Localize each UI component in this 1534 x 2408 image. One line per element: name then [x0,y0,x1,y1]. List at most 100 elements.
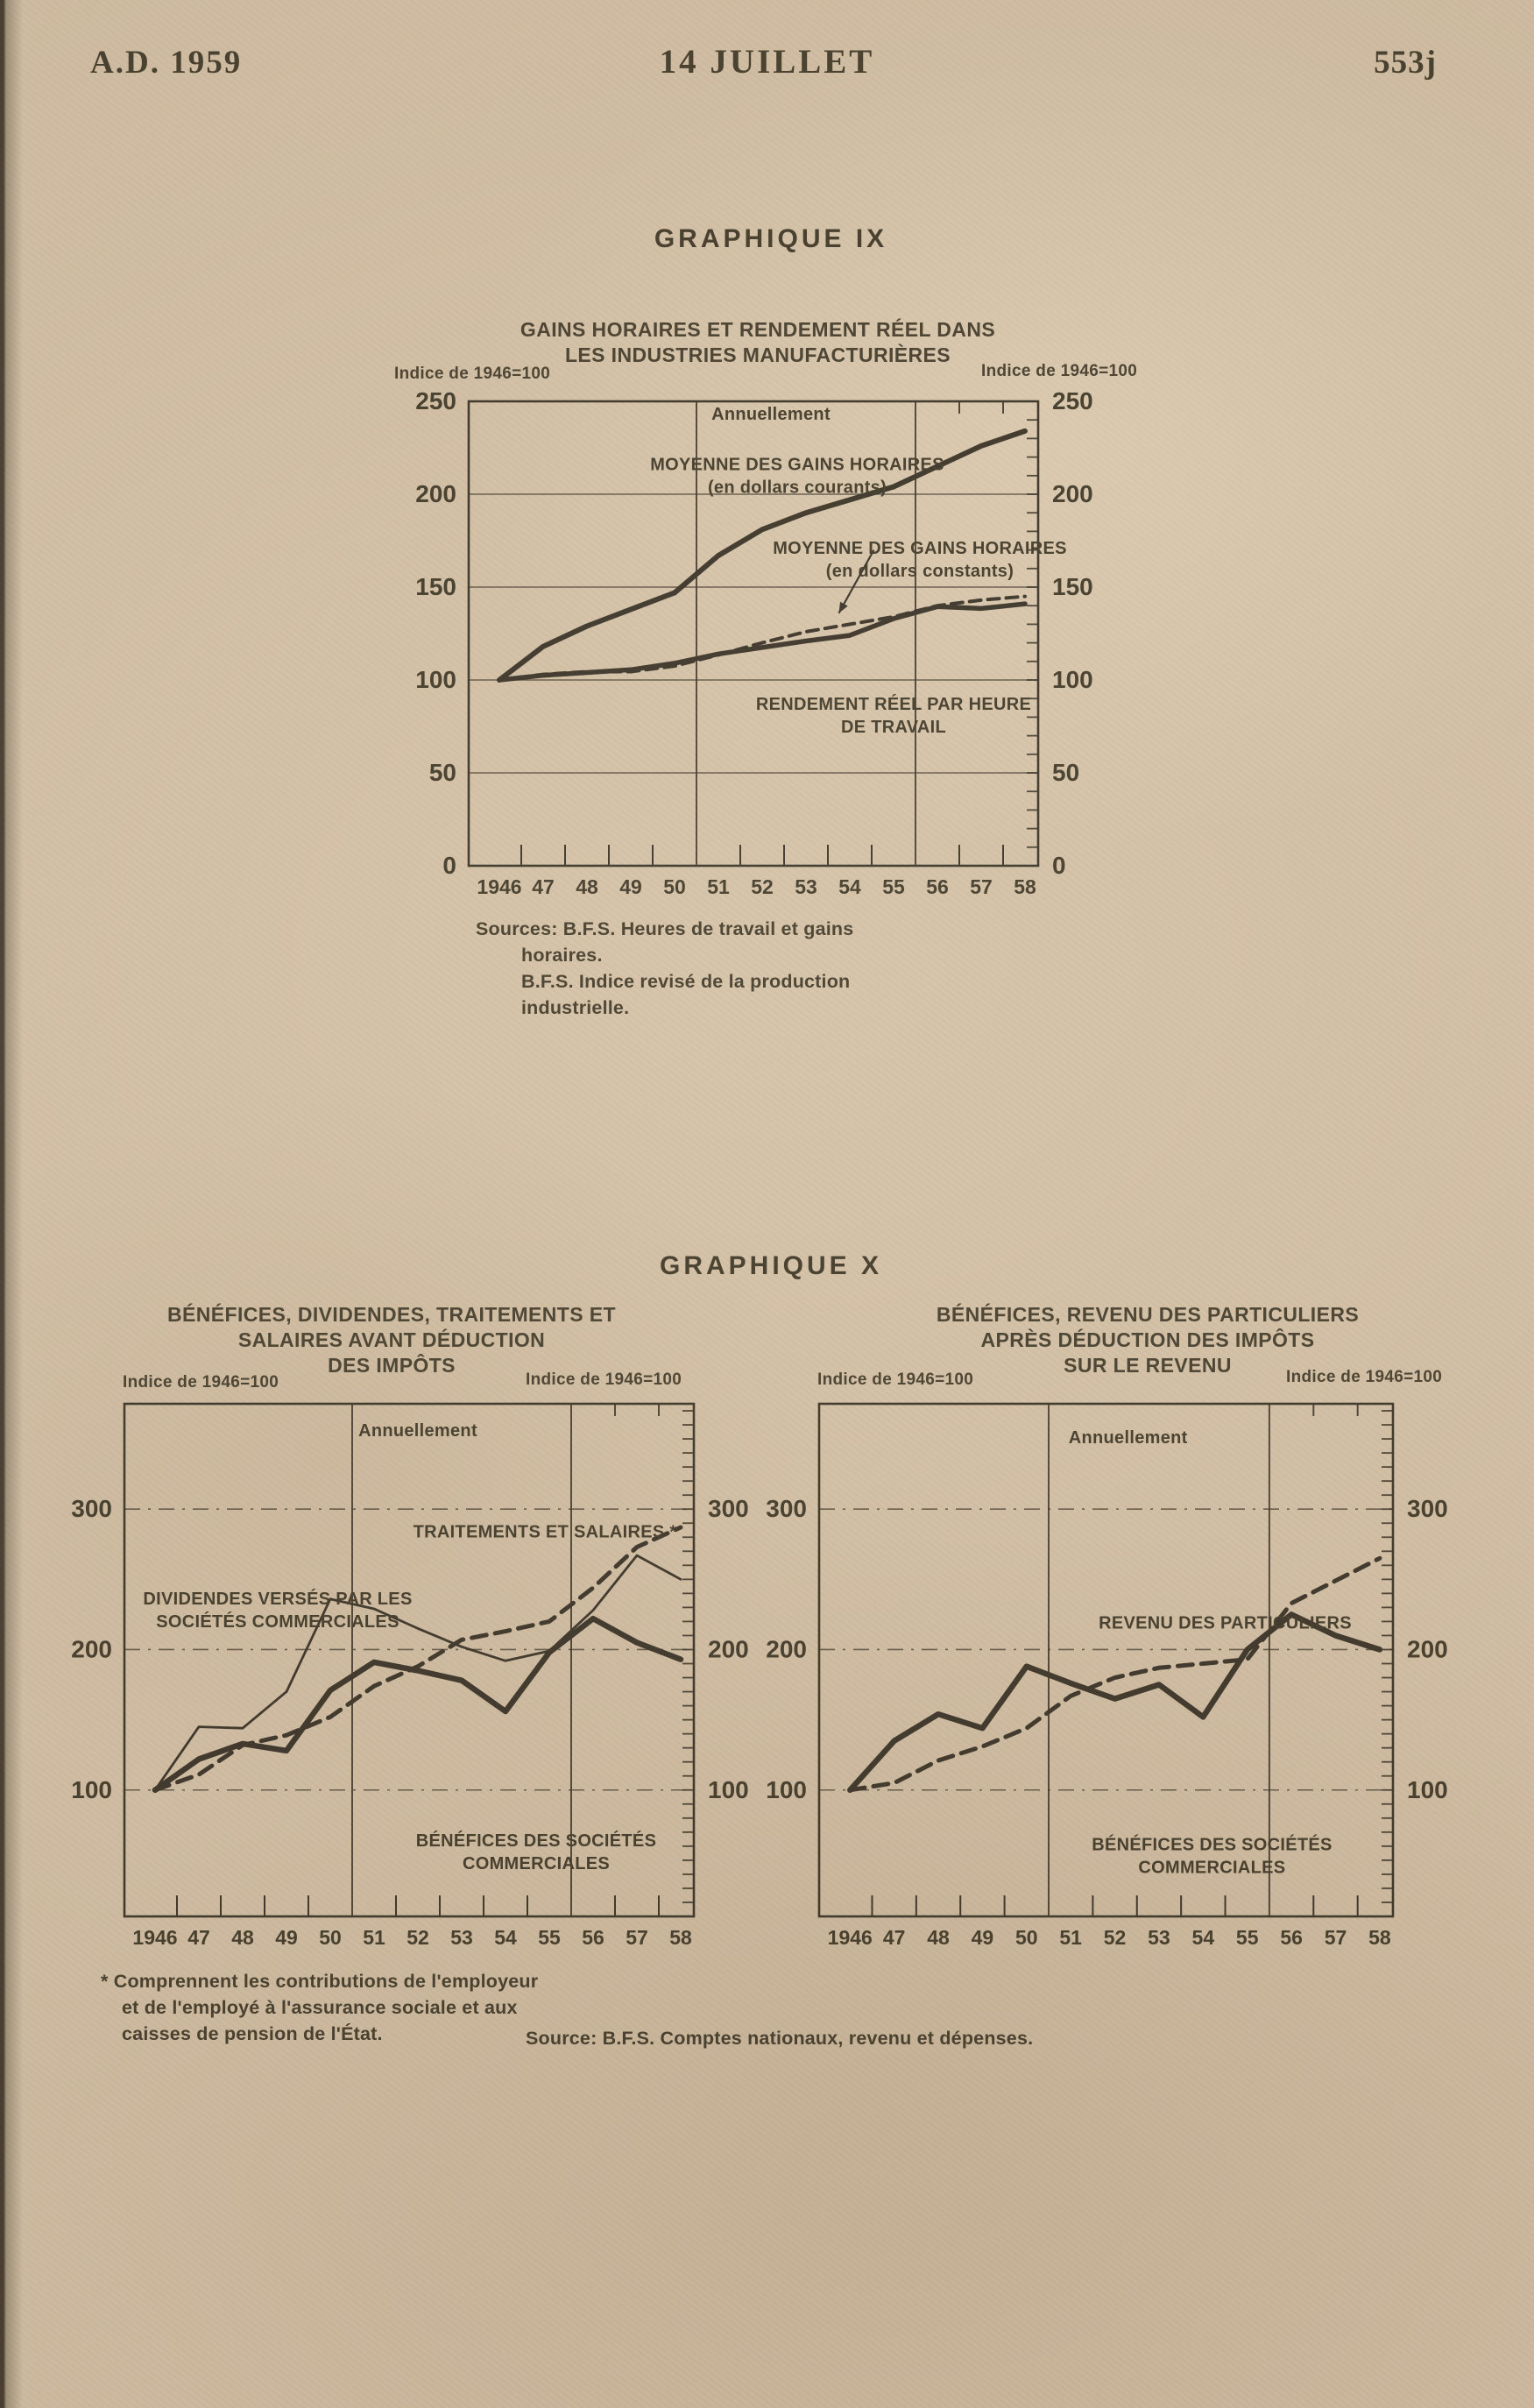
svg-text:56: 56 [1280,1926,1303,1949]
y-axis-labels: 100 100 200 200 300 300 [766,1495,1447,1803]
svg-text:TRAITEMENTS ET SALAIRES *: TRAITEMENTS ET SALAIRES * [414,1522,677,1541]
binding-edge [0,0,23,2408]
svg-text:MOYENNE DES GAINS HORAIRES(en: MOYENNE DES GAINS HORAIRES (en dollars co… [650,455,944,497]
plot-border [817,1402,1395,1918]
series-lines [497,428,1028,683]
svg-text:56: 56 [926,875,949,898]
series-lines [152,1525,684,1794]
svg-text:100: 100 [1407,1776,1448,1803]
svg-text:1946: 1946 [477,875,521,898]
footnote-line3: caisses de pension de l'État. [122,2023,383,2044]
axis-ticks [871,1404,1393,1917]
svg-text:54: 54 [494,1926,517,1949]
svg-text:52: 52 [751,875,774,898]
right-title-line1: BÉNÉFICES, REVENU DES PARTICULIERS [936,1303,1360,1326]
svg-text:58: 58 [669,1926,692,1949]
svg-text:55: 55 [538,1926,561,1949]
page-number: 553j [1374,45,1437,81]
graphique-ix-sources: Sources: B.F.S. Heures de travail et gai… [476,916,853,1021]
graphique-x-right-chart: 1946 47 48 49 50 51 52 53 54 55 56 57 58 100 100 200 200… [766,1402,1448,1949]
svg-text:50: 50 [429,759,456,786]
svg-text:200: 200 [766,1635,807,1662]
svg-text:51: 51 [707,875,730,898]
svg-text:100: 100 [766,1776,807,1803]
sources-line1: Sources: B.F.S. Heures de travail et gai… [476,918,854,939]
svg-text:48: 48 [231,1926,254,1949]
right-chart-index-caption-right: Indice de 1946=100 [1286,1368,1443,1386]
svg-text:0: 0 [442,852,456,879]
svg-text:300: 300 [708,1495,749,1522]
svg-text:Annuellement: Annuellement [1069,1428,1188,1448]
sources-line4: industrielle. [521,997,630,1018]
graphique-ix-series-0 [497,428,1028,683]
svg-text:REVENU DES PARTICULIERS: REVENU DES PARTICULIERS [1099,1613,1352,1632]
left-title-line2: SALAIRES AVANT DÉDUCTION [237,1328,546,1351]
graphique-x-source: Source: B.F.S. Comptes nationaux, revenu… [526,2028,1034,2049]
svg-text:250: 250 [1052,387,1093,414]
svg-text:49: 49 [619,875,642,898]
x-axis-labels: 1946 47 48 49 50 51 52 53 54 55 56 57 58 [828,1926,1391,1949]
svg-text:100: 100 [415,666,456,693]
svg-text:54: 54 [1192,1926,1215,1949]
svg-text:1946: 1946 [828,1926,873,1949]
svg-text:47: 47 [187,1926,210,1949]
graphique-x-right-title: BÉNÉFICES, REVENU DES PARTICULIERS APRÈS… [841,1302,1454,1378]
chart-annotations: Annuellement REVENU DES PARTICULIERS BÉNÉF… [1069,1428,1352,1878]
chart-annotations: Annuellement MOYENNE DES GAINS HORAIRES (e… [650,405,1066,737]
right-chart-index-caption-left: Indice de 1946=100 [817,1370,974,1389]
svg-text:50: 50 [663,875,686,898]
y-axis-labels: 0 0 50 50 100 100 150 150 200 200 250 250 [415,387,1092,879]
graphique-ix-series-2 [497,601,1028,683]
graphique-x-droite-series-1 [847,1611,1383,1794]
chart-annotations: Annuellement TRAITEMENTS ET SALAIRES * DIV… [143,1421,676,1873]
svg-text:51: 51 [363,1926,385,1949]
footnote: * Comprennent les contributions de l'emp… [101,1968,612,2047]
svg-text:100: 100 [708,1776,749,1803]
svg-text:50: 50 [1052,759,1079,786]
svg-text:49: 49 [972,1926,994,1949]
svg-text:200: 200 [71,1635,112,1662]
svg-text:58: 58 [1368,1926,1391,1949]
header-year: A.D. 1959 [90,45,243,81]
svg-text:53: 53 [795,875,817,898]
gridlines [819,1404,1393,1916]
svg-text:58: 58 [1014,875,1036,898]
graphique-ix-title: GAINS HORAIRES ET RENDEMENT RÉEL DANS LE… [451,317,1064,368]
left-chart-index-caption-right: Indice de 1946=100 [526,1370,682,1389]
svg-text:0: 0 [1052,852,1066,879]
graphique-ix-title-line2: LES INDUSTRIES MANUFACTURIÈRES [564,343,951,366]
svg-text:150: 150 [415,573,456,600]
svg-text:200: 200 [1052,480,1093,507]
svg-text:100: 100 [1052,666,1093,693]
left-title-line1: BÉNÉFICES, DIVIDENDES, TRAITEMENTS ET [167,1303,616,1326]
graphique-x-droite-series-0 [847,1555,1382,1793]
label-arrow [838,549,875,614]
svg-text:300: 300 [766,1495,807,1522]
right-title-line2: APRÈS DÉDUCTION DES IMPÔTS [980,1328,1315,1351]
left-title-line3: DES IMPÔTS [328,1354,456,1377]
svg-text:55: 55 [1236,1926,1259,1949]
graphique-x-heading: GRAPHIQUE X [659,1251,883,1280]
axis-ticks [520,400,1038,867]
graphique-ix-title-line1: GAINS HORAIRES ET RENDEMENT RÉEL DANS [520,318,996,341]
graphique-ix-index-caption-left: Indice de 1946=100 [394,365,551,383]
svg-text:47: 47 [532,875,555,898]
svg-text:100: 100 [71,1776,112,1803]
svg-text:55: 55 [882,875,905,898]
svg-text:48: 48 [576,875,598,898]
svg-text:53: 53 [450,1926,473,1949]
graphique-x-gauche-series-2 [152,1615,684,1794]
plot-border [123,1402,696,1918]
svg-text:Annuellement: Annuellement [358,1421,477,1441]
svg-text:52: 52 [406,1926,429,1949]
svg-text:200: 200 [415,480,456,507]
svg-text:54: 54 [838,875,861,898]
svg-text:53: 53 [1148,1926,1170,1949]
svg-text:300: 300 [71,1495,112,1522]
graphique-ix-index-caption-right: Indice de 1946=100 [981,362,1138,380]
graphique-x-gauche-series-1 [152,1525,683,1793]
svg-text:57: 57 [626,1926,648,1949]
